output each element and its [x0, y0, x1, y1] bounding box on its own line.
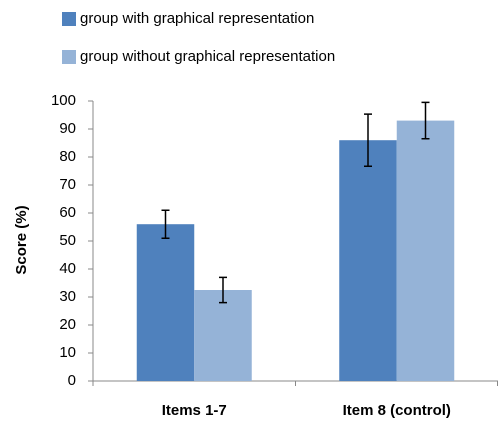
- error-bar: [219, 276, 227, 304]
- y-tick-label: 0: [68, 372, 76, 389]
- error-bar: [161, 209, 170, 239]
- x-tick-label: Items 1-7: [162, 402, 227, 419]
- error-bar: [364, 113, 372, 167]
- y-tick-label: 80: [59, 148, 76, 165]
- y-tick-label: 60: [59, 204, 76, 221]
- y-axis-label: Score (%): [13, 205, 30, 274]
- y-tick-label: 70: [59, 176, 76, 193]
- error-bar: [421, 101, 430, 140]
- y-tick-label: 30: [59, 288, 76, 305]
- y-tick-label: 10: [59, 344, 76, 361]
- y-tick-label: 20: [59, 316, 76, 333]
- legend-label: group without graphical representation: [80, 48, 335, 65]
- legend-swatch: [62, 50, 76, 64]
- x-tick-label: Item 8 (control): [343, 402, 451, 419]
- bar: [194, 290, 252, 381]
- y-tick-label: 50: [59, 232, 76, 249]
- legend-label: group with graphical representation: [80, 10, 314, 27]
- y-tick-label: 100: [51, 92, 76, 109]
- bar: [396, 120, 455, 381]
- legend-swatch: [62, 12, 76, 26]
- bar: [339, 140, 397, 381]
- y-tick-label: 90: [59, 120, 76, 137]
- bar: [136, 224, 195, 381]
- y-tick-label: 40: [59, 260, 76, 277]
